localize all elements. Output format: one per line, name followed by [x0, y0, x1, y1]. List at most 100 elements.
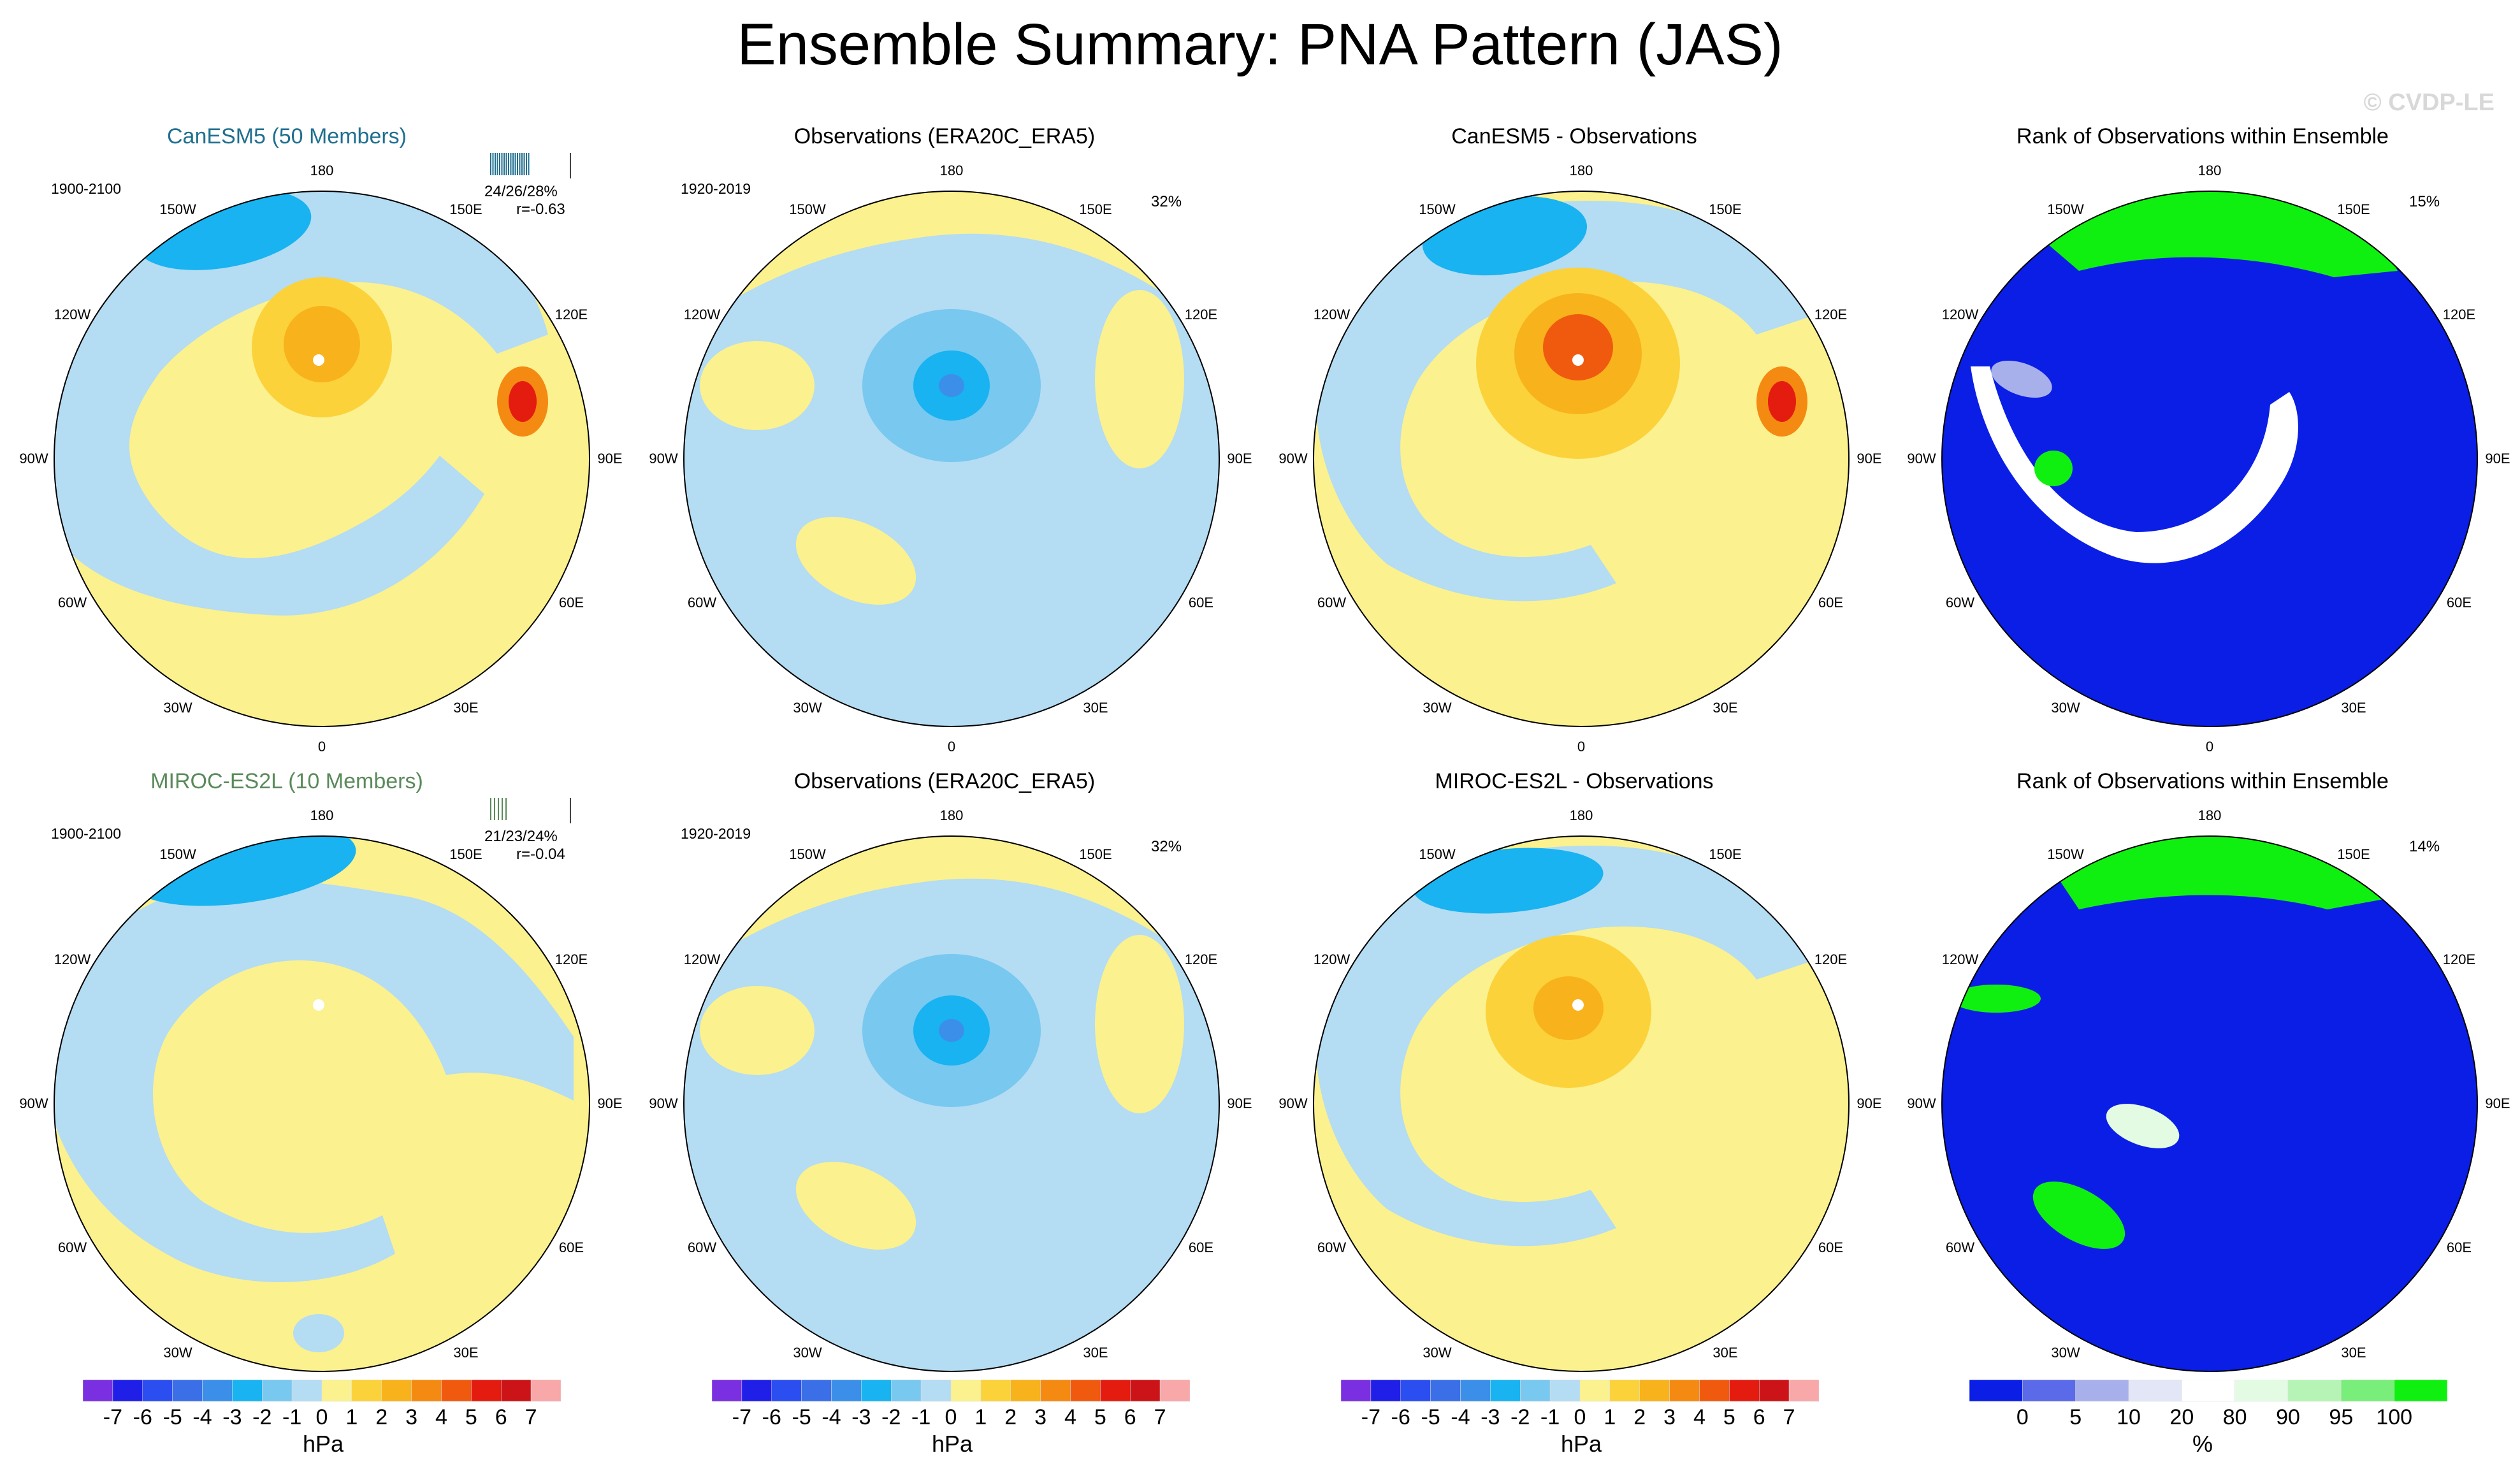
- colorbar-tick: -5: [1421, 1405, 1440, 1429]
- lon-label-l180: 180: [310, 163, 334, 178]
- lon-label-l120e: 120E: [1184, 951, 1218, 967]
- lon-label-l60e: 60E: [1818, 595, 1844, 611]
- atlantic-positive: [795, 517, 916, 605]
- polar-low-center: [939, 1019, 964, 1042]
- colorbar-hpa-1: -7 -6 -5 -4 -3 -2 -1 0 1 2 3 4 5 6 7 hPa: [83, 1380, 561, 1457]
- map-boundary: [683, 835, 1220, 1372]
- period-label: 1920-2019: [681, 180, 751, 197]
- colorbar-swatch: [1639, 1380, 1670, 1402]
- lon-label-l90e: 90E: [2485, 451, 2510, 466]
- colorbar-swatch: [831, 1380, 862, 1402]
- polar-map: [1941, 835, 2478, 1372]
- r-stat: r=-0.63: [516, 201, 565, 218]
- negative-anomaly-region: [1315, 846, 1814, 1247]
- colorbar-swatch: [920, 1380, 952, 1402]
- lon-label-l30w: 30W: [2051, 1345, 2080, 1361]
- period-label: 1900-2100: [51, 825, 121, 842]
- colorbar-tick: 95: [2329, 1405, 2354, 1429]
- colorbar-tick: 6: [1753, 1405, 1765, 1429]
- colorbar-tick: 80: [2222, 1405, 2247, 1429]
- percent-label: 15%: [2409, 193, 2440, 210]
- lon-label-l120e: 120E: [1814, 951, 1848, 967]
- colorbar-swatch: [1699, 1380, 1730, 1402]
- colorbar-swatch: [1969, 1380, 2023, 1402]
- polar-map: [1313, 191, 1850, 727]
- colorbar-swatches: [1341, 1380, 1819, 1402]
- colorbar-swatch: [1159, 1380, 1190, 1402]
- atlantic-low: [293, 1314, 344, 1352]
- lon-label-l60e: 60E: [1188, 1239, 1214, 1255]
- pattern-stat: 21/23/24%: [484, 828, 558, 845]
- lon-label-l30w: 30W: [163, 700, 192, 716]
- colorbar-swatch: [1520, 1380, 1551, 1402]
- colorbar-tick: 4: [1064, 1405, 1076, 1429]
- lon-label-l150e: 150E: [1079, 846, 1112, 862]
- panel-rank-1: Rank of Observations within Ensemble 15% 1…: [1888, 124, 2517, 769]
- polar-map: [683, 835, 1220, 1372]
- colorbar-swatches: [1969, 1380, 2447, 1402]
- colorbar-tick: 20: [2169, 1405, 2194, 1429]
- colorbar-swatch: [1729, 1380, 1760, 1402]
- lon-label-l90w: 90W: [649, 451, 678, 466]
- colorbar-swatch: [2075, 1380, 2129, 1402]
- colorbar-units: hPa: [1561, 1431, 1602, 1457]
- lon-label-l150e: 150E: [449, 846, 482, 862]
- colorbar-swatch: [1370, 1380, 1401, 1402]
- colorbar-swatch: [1040, 1380, 1071, 1402]
- lon-label-l90e: 90E: [597, 1095, 623, 1111]
- colorbar-swatches: [83, 1380, 561, 1402]
- colorbar-swatch: [2287, 1380, 2342, 1402]
- lon-label-l120e: 120E: [1184, 307, 1218, 322]
- colorbar-swatch: [291, 1380, 322, 1402]
- colorbar-units: hPa: [932, 1431, 973, 1457]
- colorbar-hpa-2: -7 -6 -5 -4 -3 -2 -1 0 1 2 3 4 5 6 7 hPa: [712, 1380, 1190, 1457]
- polar-difference-core: [1543, 314, 1613, 380]
- colorbar-swatch: [1579, 1380, 1611, 1402]
- colorbar-tick: -2: [1510, 1405, 1530, 1429]
- panel-diff-2: MIROC-ES2L - Observations 180 150E 120E 90E 6…: [1259, 769, 1889, 1414]
- colorbar-swatch: [411, 1380, 442, 1402]
- pattern-stat: 24/26/28%: [484, 183, 558, 200]
- lon-label-l60w: 60W: [1945, 595, 1975, 611]
- figure-title: Ensemble Summary: PNA Pattern (JAS): [737, 12, 1783, 77]
- panel-model-2: MIROC-ES2L (10 Members) 1900-2100 21/23/24…: [0, 769, 630, 1414]
- lon-label-l120e: 120E: [2442, 307, 2476, 322]
- lon-label-l90e: 90E: [1227, 451, 1252, 466]
- lon-label-l90w: 90W: [1278, 1095, 1308, 1111]
- percent-label: 32%: [1151, 193, 1182, 210]
- lon-label-l150e: 150E: [2337, 846, 2370, 862]
- lon-label-l120e: 120E: [2442, 951, 2476, 967]
- panel-title: MIROC-ES2L (10 Members): [150, 769, 423, 793]
- lon-label-l30w: 30W: [793, 700, 822, 716]
- colorbar-swatch: [232, 1380, 263, 1402]
- colorbar-swatch: [891, 1380, 922, 1402]
- eurasia-positive: [1095, 290, 1184, 468]
- lon-label-l60e: 60E: [558, 595, 584, 611]
- colorbar-swatch: [2341, 1380, 2394, 1402]
- lon-label-l60e: 60E: [558, 1239, 584, 1255]
- colorbar-units: %: [2192, 1431, 2213, 1457]
- member-tick-strip: [490, 798, 571, 823]
- colorbar-tick: 5: [1723, 1405, 1735, 1429]
- lon-label-l150w: 150W: [1419, 846, 1456, 862]
- colorbar-swatch: [1130, 1380, 1161, 1402]
- colorbar-swatch: [1070, 1380, 1101, 1402]
- north-america-positive: [700, 986, 815, 1075]
- map-field: [54, 191, 590, 726]
- colorbar-tick: 7: [1783, 1405, 1795, 1429]
- colorbar-swatch: [741, 1380, 772, 1402]
- lon-label-l120w: 120W: [54, 951, 91, 967]
- colorbar-swatch: [351, 1380, 382, 1402]
- lon-label-l120w: 120W: [1941, 307, 1979, 322]
- lon-label-l90e: 90E: [1857, 451, 1882, 466]
- lon-label-l150e: 150E: [2337, 201, 2370, 217]
- panel-obs-2: Observations (ERA20C_ERA5) 1920-2019 32% 18…: [630, 769, 1259, 1414]
- lon-label-l30e: 30E: [1083, 700, 1108, 716]
- colorbar-swatches: [712, 1380, 1190, 1402]
- colorbar-swatch: [83, 1380, 113, 1402]
- period-label: 1900-2100: [51, 180, 121, 197]
- colorbar-tick: -3: [222, 1405, 242, 1429]
- lon-label-l180: 180: [939, 163, 964, 178]
- polar-map: [1941, 191, 2478, 727]
- lon-label-l120w: 120W: [1941, 951, 1979, 967]
